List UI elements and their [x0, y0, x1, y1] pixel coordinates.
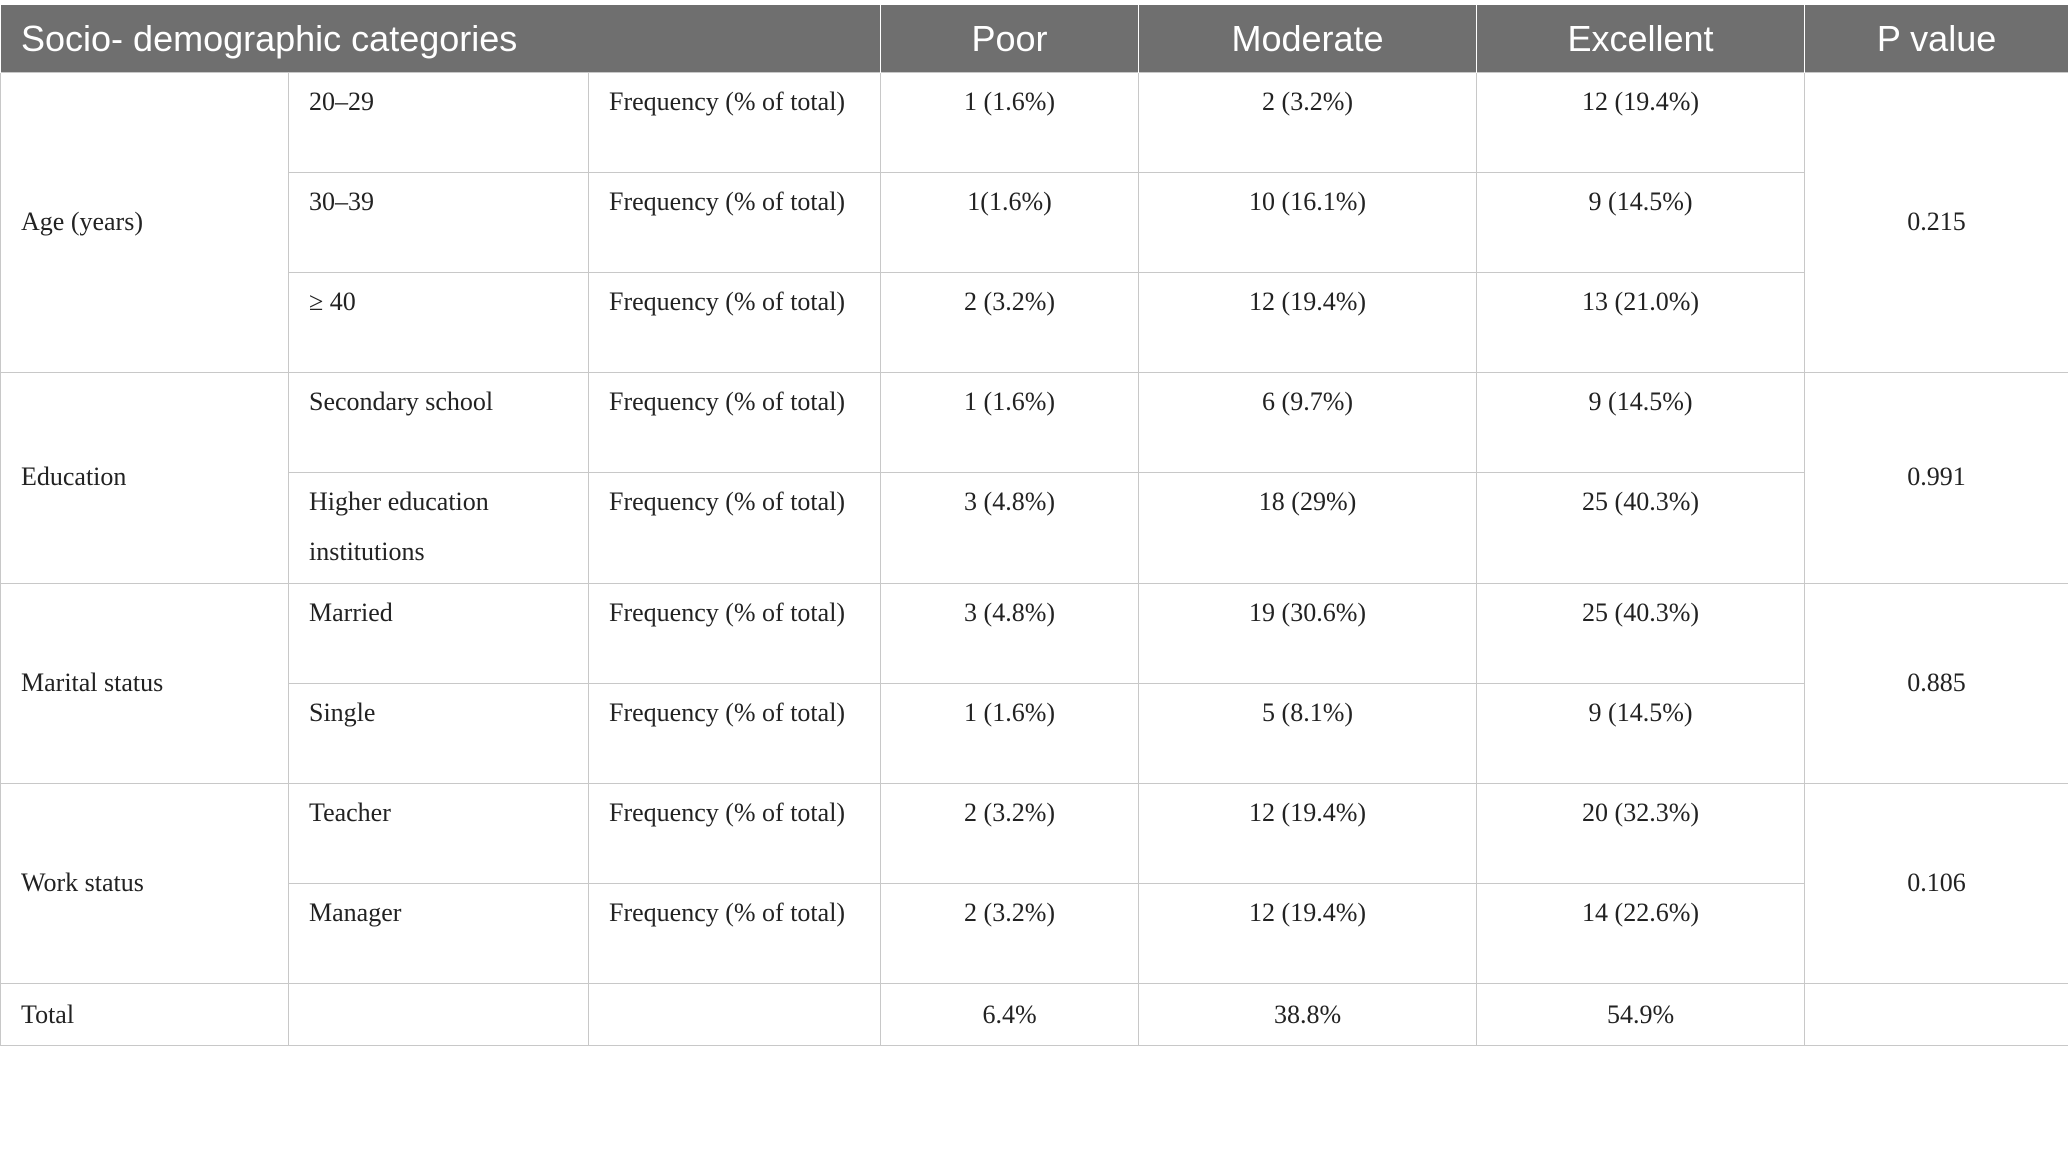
- poor-cell: 1 (1.6%): [880, 683, 1140, 784]
- header-cell: P value: [1804, 5, 2068, 73]
- moderate-cell: 38.8%: [1138, 983, 1478, 1046]
- p-value-cell: 0.885: [1804, 583, 2068, 784]
- poor-cell: 2 (3.2%): [880, 272, 1140, 373]
- measure-cell: Frequency (% of total): [587, 272, 882, 373]
- poor-cell: 2 (3.2%): [880, 883, 1140, 984]
- measure-cell: Frequency (% of total): [587, 883, 882, 984]
- poor-cell: 3 (4.8%): [880, 583, 1140, 684]
- data-row: Marital status Married Frequency (% of tot…: [0, 583, 2068, 784]
- moderate-cell: 12 (19.4%): [1138, 783, 1478, 884]
- excellent-cell: 20 (32.3%): [1476, 783, 1806, 884]
- excellent-cell: 12 (19.4%): [1476, 72, 1806, 173]
- header-cell: Excellent: [1476, 5, 1806, 73]
- data-row: Age (years) 20–29 Frequency (% of total) 1 …: [0, 72, 2068, 373]
- data-row: Work status Teacher Frequency (% of total)…: [0, 783, 2068, 984]
- moderate-cell: 10 (16.1%): [1138, 172, 1478, 273]
- measure-cell: Frequency (% of total): [587, 172, 882, 273]
- level-cell: Secondary school: [288, 372, 589, 473]
- header-cell: Socio- demographic categories: [0, 5, 882, 73]
- poor-cell: 1 (1.6%): [880, 72, 1140, 173]
- excellent-cell: 13 (21.0%): [1476, 272, 1806, 373]
- level-cell: ≥ 40: [288, 272, 589, 373]
- level-cell: Teacher: [288, 783, 589, 884]
- excellent-cell: 25 (40.3%): [1476, 583, 1806, 684]
- level-cell: 30–39: [288, 172, 589, 273]
- category-cell: Marital status: [0, 583, 289, 784]
- moderate-cell: 19 (30.6%): [1138, 583, 1478, 684]
- measure-cell: Frequency (% of total): [587, 683, 882, 784]
- excellent-cell: 25 (40.3%): [1476, 472, 1806, 584]
- excellent-cell: 9 (14.5%): [1476, 683, 1806, 784]
- measure-cell: Frequency (% of total): [587, 783, 882, 884]
- data-row: ≥ 40 Frequency (% of total) 2 (3.2%) 12 (19…: [1, 272, 2068, 373]
- data-row: Education Secondary school Frequency (% of…: [0, 372, 2068, 584]
- results-table: Socio- demographic categories Poor Moder…: [0, 5, 2068, 1046]
- level-cell: Manager: [288, 883, 589, 984]
- category-cell: Education: [0, 372, 289, 584]
- excellent-cell: 14 (22.6%): [1476, 883, 1806, 984]
- empty-cell: [1804, 983, 2068, 1046]
- data-row: Higher education institutions Frequency (…: [1, 472, 2068, 584]
- excellent-cell: 9 (14.5%): [1476, 172, 1806, 273]
- poor-cell: 1 (1.6%): [880, 372, 1140, 473]
- header-cell: Moderate: [1138, 5, 1478, 73]
- moderate-cell: 5 (8.1%): [1138, 683, 1478, 784]
- level-cell: Married: [288, 583, 589, 684]
- level-cell: 20–29: [288, 72, 589, 173]
- empty-cell: [587, 983, 882, 1046]
- header-cell: Poor: [880, 5, 1140, 73]
- header-row: Socio- demographic categories Poor Moder…: [0, 5, 2068, 73]
- table-body: Age (years) 20–29 Frequency (% of total) 1 …: [0, 72, 2068, 1046]
- level-cell: Higher education institutions: [288, 472, 589, 584]
- moderate-cell: 2 (3.2%): [1138, 72, 1478, 173]
- poor-cell: 3 (4.8%): [880, 472, 1140, 584]
- measure-cell: Frequency (% of total): [587, 72, 882, 173]
- measure-cell: Frequency (% of total): [587, 372, 882, 473]
- data-row: 30–39 Frequency (% of total) 1(1.6%) 10 (16…: [1, 172, 2068, 273]
- total-row: Total 6.4% 38.8% 54.9%: [0, 983, 2068, 1046]
- moderate-cell: 12 (19.4%): [1138, 272, 1478, 373]
- measure-cell: Frequency (% of total): [587, 583, 882, 684]
- category-cell: Age (years): [0, 72, 289, 373]
- moderate-cell: 18 (29%): [1138, 472, 1478, 584]
- category-cell: Work status: [0, 783, 289, 984]
- moderate-cell: 6 (9.7%): [1138, 372, 1478, 473]
- p-value-cell: 0.215: [1804, 72, 2068, 373]
- poor-cell: 2 (3.2%): [880, 783, 1140, 884]
- excellent-cell: 9 (14.5%): [1476, 372, 1806, 473]
- data-row: Single Frequency (% of total) 1 (1.6%) 5 (8…: [1, 683, 2068, 784]
- poor-cell: 1(1.6%): [880, 172, 1140, 273]
- measure-cell: Frequency (% of total): [587, 472, 882, 584]
- level-cell: Single: [288, 683, 589, 784]
- excellent-cell: 54.9%: [1476, 983, 1806, 1046]
- total-label: Total: [0, 983, 289, 1046]
- moderate-cell: 12 (19.4%): [1138, 883, 1478, 984]
- empty-cell: [288, 983, 589, 1046]
- data-row: Manager Frequency (% of total) 2 (3.2%) 12 …: [1, 883, 2068, 984]
- p-value-cell: 0.991: [1804, 372, 2068, 584]
- p-value-cell: 0.106: [1804, 783, 2068, 984]
- poor-cell: 6.4%: [880, 983, 1140, 1046]
